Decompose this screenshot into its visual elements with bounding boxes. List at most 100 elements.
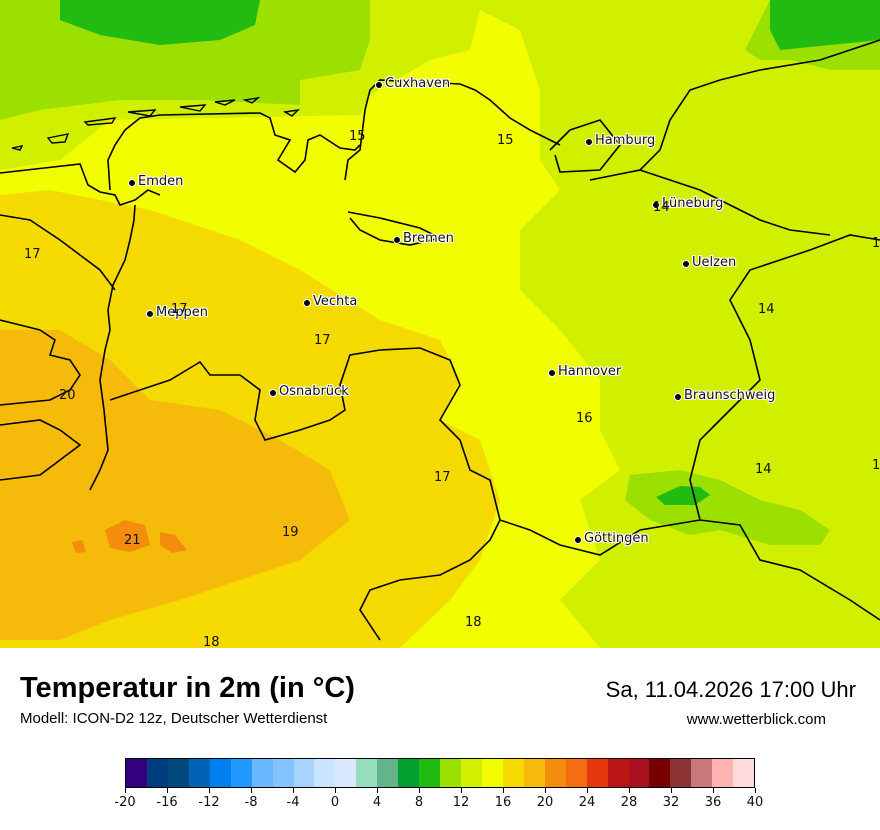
colorbar-segment xyxy=(733,759,755,787)
colorbar-segment xyxy=(335,759,357,787)
temperature-colorbar xyxy=(125,758,755,788)
colorbar-tick-label: 28 xyxy=(620,795,638,810)
colorbar-segment xyxy=(251,759,273,787)
city-marker-icon xyxy=(128,178,136,187)
colorbar-segment xyxy=(188,759,210,787)
colorbar-segment xyxy=(586,759,608,787)
colorbar-tick-label: 12 xyxy=(452,795,470,810)
city-marker-icon xyxy=(574,535,582,544)
colorbar-tick-mark xyxy=(419,788,420,793)
city-label: Hannover xyxy=(548,365,621,378)
temperature-map: Cuxhaven Hamburg Emden Lüneburg Bremen Uelzen… xyxy=(0,0,880,648)
city-label: Göttingen xyxy=(574,532,649,545)
colorbar-tick-mark xyxy=(713,788,714,793)
colorbar-tick-label: -8 xyxy=(244,795,258,810)
colorbar-segment xyxy=(126,759,147,787)
colorbar-tick-mark xyxy=(377,788,378,793)
temperature-value: 17 xyxy=(434,470,451,485)
colorbar-tick-label: 20 xyxy=(536,795,554,810)
colorbar-segment xyxy=(481,759,503,787)
city-marker-icon xyxy=(269,388,277,397)
city-name: Hannover xyxy=(558,364,622,379)
temperature-value: 19 xyxy=(282,525,299,540)
city-marker-icon xyxy=(652,200,660,209)
temperature-value: 17 xyxy=(171,302,188,317)
colorbar-tick-mark xyxy=(587,788,588,793)
map-footer: Temperatur in 2m (in °C) Modell: ICON-D2… xyxy=(0,648,880,830)
temperature-value: 20 xyxy=(59,388,76,403)
temperature-value: 18 xyxy=(203,635,220,648)
city-marker-icon xyxy=(303,298,311,307)
colorbar-segment xyxy=(523,759,545,787)
colorbar-segment xyxy=(712,759,734,787)
city-marker-icon xyxy=(548,368,556,377)
city-marker-icon xyxy=(393,235,401,244)
temperature-value: 14 xyxy=(758,302,775,317)
city-name: Bremen xyxy=(403,231,454,246)
forecast-datetime: Sa, 11.04.2026 17:00 Uhr xyxy=(605,677,856,702)
colorbar-segment xyxy=(670,759,692,787)
city-name: Vechta xyxy=(313,294,358,309)
colorbar-tick-mark xyxy=(167,788,168,793)
colorbar-tick-label: -16 xyxy=(156,795,178,810)
colorbar-segment xyxy=(230,759,252,787)
colorbar-tick-mark xyxy=(461,788,462,793)
colorbar-segment xyxy=(607,759,629,787)
temperature-value: 21 xyxy=(124,533,141,548)
colorbar-segment xyxy=(461,759,482,787)
colorbar-tick-label: 8 xyxy=(414,795,424,810)
colorbar-tick-label: -20 xyxy=(114,795,136,810)
colorbar-segment xyxy=(544,759,566,787)
temperature-value: 15 xyxy=(349,129,366,144)
city-label: Emden xyxy=(128,175,183,188)
city-name: Braunschweig xyxy=(684,388,776,403)
colorbar-tick-label: 40 xyxy=(746,795,764,810)
colorbar-segment xyxy=(377,759,399,787)
model-source: Modell: ICON-D2 12z, Deutscher Wetterdie… xyxy=(20,710,328,727)
colorbar-segment xyxy=(272,759,294,787)
temperature-value: 1 xyxy=(872,236,880,251)
city-marker-icon xyxy=(674,392,682,401)
city-name: Uelzen xyxy=(692,255,737,270)
city-name: Emden xyxy=(138,174,184,189)
colorbar-tick-mark xyxy=(671,788,672,793)
colorbar-tick-label: 24 xyxy=(578,795,596,810)
city-name: Göttingen xyxy=(584,531,649,546)
city-marker-icon xyxy=(682,259,690,268)
colorbar-segment xyxy=(356,759,378,787)
colorbar-tick-mark xyxy=(251,788,252,793)
city-marker-icon xyxy=(146,309,154,318)
colorbar-segment xyxy=(398,759,420,787)
city-label: Cuxhaven xyxy=(375,77,450,90)
city-label: Hamburg xyxy=(585,134,655,147)
colorbar-segment xyxy=(502,759,524,787)
city-name: Hamburg xyxy=(595,133,656,148)
colorbar-tick-label: -12 xyxy=(198,795,220,810)
city-label: Osnabrück xyxy=(269,385,349,398)
colorbar-segment xyxy=(209,759,231,787)
city-label: Bremen xyxy=(393,232,454,245)
city-name: Osnabrück xyxy=(279,384,349,399)
temperature-value: 1 xyxy=(872,458,880,473)
temperature-value: 14 xyxy=(755,462,772,477)
colorbar-tick-mark xyxy=(209,788,210,793)
colorbar-tick-label: 16 xyxy=(494,795,512,810)
colorbar-tick-mark xyxy=(335,788,336,793)
temperature-value: 15 xyxy=(497,133,514,148)
colorbar-segment xyxy=(293,759,315,787)
colorbar-tick-label: -4 xyxy=(286,795,300,810)
colorbar-segment xyxy=(167,759,189,787)
website-link[interactable]: www.wetterblick.com xyxy=(686,711,826,728)
city-marker-icon xyxy=(585,137,593,146)
city-label: Meppen xyxy=(146,306,208,319)
colorbar-segment xyxy=(419,759,441,787)
temperature-value: 16 xyxy=(576,411,593,426)
map-title: Temperatur in 2m (in °C) xyxy=(20,672,355,704)
colorbar-segment xyxy=(649,759,671,787)
colorbar-tick-mark xyxy=(503,788,504,793)
colorbar-segment xyxy=(628,759,650,787)
city-label: Lüneburg xyxy=(652,197,723,210)
colorbar-tick-label: 4 xyxy=(372,795,382,810)
colorbar-segment xyxy=(314,759,336,787)
temperature-value: 17 xyxy=(314,333,331,348)
